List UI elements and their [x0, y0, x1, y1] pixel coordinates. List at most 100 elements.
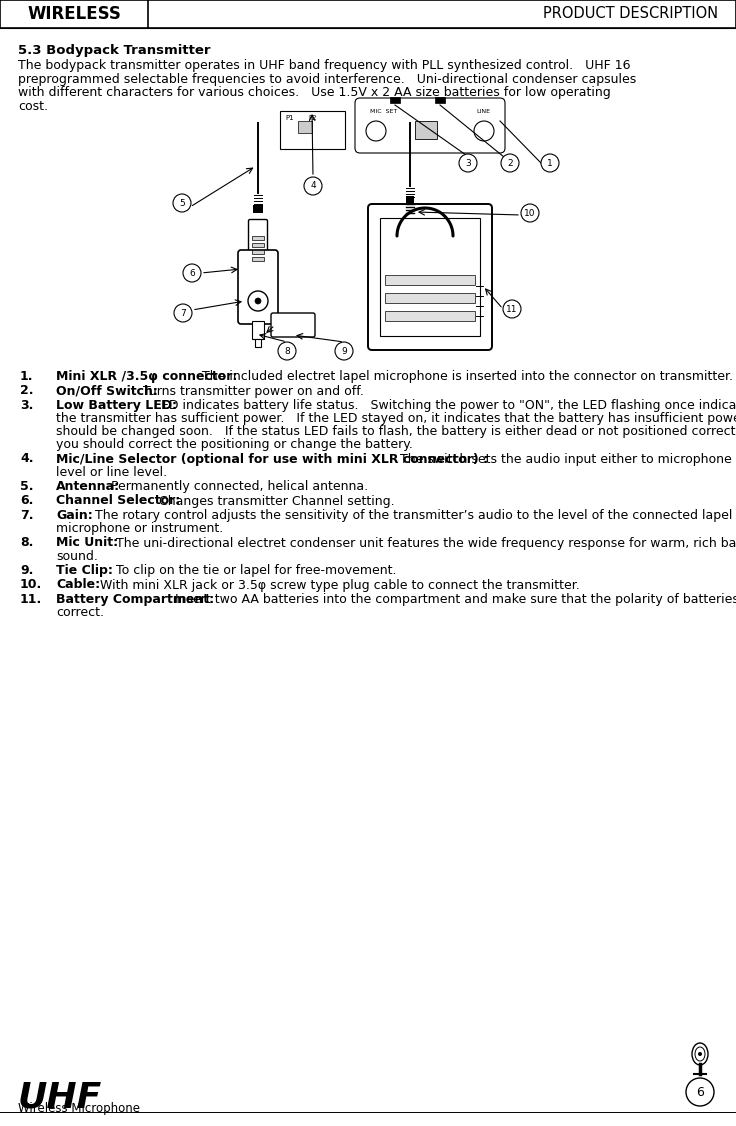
Bar: [385, 311, 475, 321]
Text: cost.: cost.: [18, 99, 48, 113]
Text: 1.: 1.: [20, 370, 34, 383]
Bar: [0, 0, 736, 28]
Circle shape: [173, 194, 191, 212]
Text: WIRELESS: WIRELESS: [27, 5, 121, 23]
Bar: [252, 257, 264, 261]
Circle shape: [248, 291, 268, 311]
Text: Gain:: Gain:: [56, 509, 93, 522]
Text: microphone or instrument.: microphone or instrument.: [56, 522, 223, 535]
Text: 5.3 Bodypack Transmitter: 5.3 Bodypack Transmitter: [18, 44, 210, 57]
FancyBboxPatch shape: [249, 220, 267, 254]
Text: Wireless Microphone: Wireless Microphone: [18, 1102, 140, 1115]
Text: 7.: 7.: [20, 509, 34, 522]
Text: 10: 10: [524, 208, 536, 217]
Bar: [385, 275, 475, 285]
Bar: [298, 120, 312, 133]
Bar: [406, 196, 414, 204]
Bar: [380, 218, 480, 336]
Text: 7: 7: [180, 309, 186, 318]
Text: Mic Unit:: Mic Unit:: [56, 536, 118, 549]
Ellipse shape: [692, 1043, 708, 1065]
Circle shape: [521, 204, 539, 222]
Text: 4: 4: [310, 181, 316, 190]
FancyBboxPatch shape: [355, 98, 505, 153]
Bar: [405, 207, 415, 218]
Text: 11: 11: [506, 304, 517, 313]
Bar: [252, 321, 264, 339]
Circle shape: [304, 177, 322, 195]
Text: Mini XLR /3.5φ connector:: Mini XLR /3.5φ connector:: [56, 370, 238, 383]
Text: The rotary control adjusts the sensitivity of the transmitter’s audio to the lev: The rotary control adjusts the sensitivi…: [82, 509, 732, 522]
Text: 3: 3: [465, 159, 471, 168]
Text: Mic/Line Selector (optional for use with mini XLR connector) :: Mic/Line Selector (optional for use with…: [56, 453, 488, 465]
Circle shape: [686, 1078, 714, 1106]
Bar: [252, 243, 264, 247]
Text: 2: 2: [507, 159, 513, 168]
Text: 3.: 3.: [20, 399, 33, 412]
Text: 9: 9: [341, 347, 347, 356]
Bar: [252, 250, 264, 254]
Bar: [390, 97, 400, 102]
Bar: [415, 120, 437, 138]
Circle shape: [459, 154, 477, 172]
Text: Low Battery LED:: Low Battery LED:: [56, 399, 177, 412]
Circle shape: [474, 120, 494, 141]
Text: LINE: LINE: [476, 109, 490, 114]
Text: level or line level.: level or line level.: [56, 465, 167, 479]
Circle shape: [503, 300, 521, 318]
Bar: [255, 339, 261, 347]
Text: you should correct the positioning or change the battery.: you should correct the positioning or ch…: [56, 438, 413, 452]
Bar: [252, 236, 264, 240]
Text: 5.: 5.: [20, 480, 34, 493]
FancyBboxPatch shape: [271, 313, 315, 337]
Circle shape: [541, 154, 559, 172]
Text: Turns transmitter power on and off.: Turns transmitter power on and off.: [131, 384, 364, 397]
Text: 6: 6: [696, 1085, 704, 1099]
Text: P2: P2: [308, 115, 316, 120]
Text: 8.: 8.: [20, 536, 33, 549]
Text: Channel Selector:: Channel Selector:: [56, 494, 180, 508]
Text: Tie Clip:: Tie Clip:: [56, 564, 113, 577]
Circle shape: [255, 298, 261, 304]
Text: 4.: 4.: [20, 453, 34, 465]
Text: MIC  SET: MIC SET: [370, 109, 397, 114]
Text: Cable:: Cable:: [56, 579, 100, 591]
Text: UHF: UHF: [18, 1080, 102, 1114]
Text: The included electret lapel microphone is inserted into the connector on transmi: The included electret lapel microphone i…: [190, 370, 733, 383]
Text: P1: P1: [285, 115, 294, 120]
Circle shape: [335, 342, 353, 360]
Text: Battery Compartment:: Battery Compartment:: [56, 593, 214, 606]
Text: 9.: 9.: [20, 564, 33, 577]
Circle shape: [174, 304, 192, 322]
Circle shape: [183, 263, 201, 282]
Text: Changes transmitter Channel setting.: Changes transmitter Channel setting.: [147, 494, 394, 508]
Text: Permanently connected, helical antenna.: Permanently connected, helical antenna.: [99, 480, 368, 493]
Text: Insert two AA batteries into the compartment and make sure that the polarity of : Insert two AA batteries into the compart…: [163, 593, 736, 606]
Bar: [253, 205, 263, 213]
Bar: [435, 97, 445, 102]
Text: 5: 5: [179, 198, 185, 207]
Bar: [385, 293, 475, 303]
Text: preprogrammed selectable frequencies to avoid interference.   Uni-directional co: preprogrammed selectable frequencies to …: [18, 72, 636, 86]
Text: On/Off Switch:: On/Off Switch:: [56, 384, 158, 397]
Text: sound.: sound.: [56, 549, 98, 563]
Text: Antenna:: Antenna:: [56, 480, 120, 493]
Text: with different characters for various choices.   Use 1.5V x 2 AA size batteries : with different characters for various ch…: [18, 86, 611, 99]
Text: PRODUCT DESCRIPTION: PRODUCT DESCRIPTION: [543, 7, 718, 21]
Circle shape: [501, 154, 519, 172]
Circle shape: [366, 120, 386, 141]
Text: 6.: 6.: [20, 494, 33, 508]
Text: 6: 6: [189, 268, 195, 277]
Text: 11.: 11.: [20, 593, 42, 606]
Text: 8: 8: [284, 347, 290, 356]
Text: The switch sets the audio input either to microphone: The switch sets the audio input either t…: [388, 453, 732, 465]
Text: The bodypack transmitter operates in UHF band frequency with PLL synthesized con: The bodypack transmitter operates in UHF…: [18, 59, 631, 72]
Text: The uni-directional electret condenser unit features the wide frequency response: The uni-directional electret condenser u…: [105, 536, 736, 549]
Text: LED indicates battery life status.   Switching the power to "ON", the LED flashi: LED indicates battery life status. Switc…: [141, 399, 736, 412]
Text: 1: 1: [547, 159, 553, 168]
FancyBboxPatch shape: [238, 250, 278, 324]
FancyBboxPatch shape: [368, 204, 492, 350]
Text: should be changed soon.   If the status LED fails to flash, the battery is eithe: should be changed soon. If the status LE…: [56, 425, 736, 438]
Bar: [280, 111, 345, 149]
Text: To clip on the tie or lapel for free-movement.: To clip on the tie or lapel for free-mov…: [105, 564, 397, 577]
